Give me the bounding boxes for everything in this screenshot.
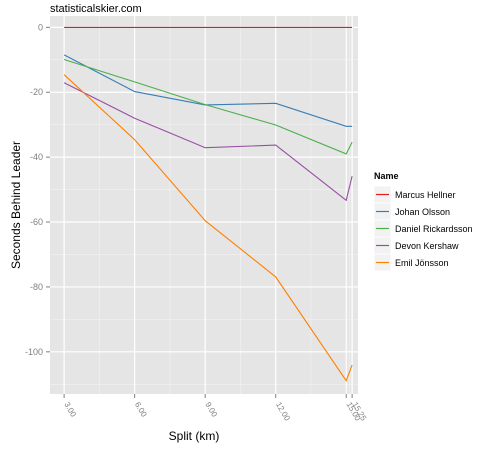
legend-label: Johan Olsson	[395, 207, 450, 217]
legend-label: Daniel Rickardsson	[395, 224, 473, 234]
x-tick-label: 12.00	[274, 401, 292, 423]
series-line	[63, 54, 353, 127]
watermark-text: statisticalskier.com	[50, 3, 142, 15]
series-lines	[63, 26, 353, 382]
series-line	[63, 74, 353, 382]
legend-title: Name	[374, 171, 399, 181]
legend-label: Marcus Hellner	[395, 190, 456, 200]
grid-minor	[50, 16, 358, 394]
x-axis-title: Split (km)	[169, 429, 220, 443]
series-line	[63, 82, 353, 202]
x-tick-label: 3.00	[62, 401, 78, 419]
y-tick-label: 0	[38, 22, 43, 32]
x-tick-label: 6.00	[133, 401, 149, 419]
legend-label: Emil Jönsson	[395, 258, 449, 268]
legend: Name Marcus Hellner Johan Olsson Daniel Ri…	[373, 171, 473, 272]
y-tick-label: -80	[30, 282, 43, 292]
y-tick-label: -100	[25, 347, 43, 357]
y-tick-label: -40	[30, 152, 43, 162]
y-tick-label: -20	[30, 87, 43, 97]
x-tick-label: 9.00	[203, 401, 219, 419]
y-tick-label: -60	[30, 217, 43, 227]
legend-label: Devon Kershaw	[395, 241, 459, 251]
y-axis-ticks: 0 -20 -40 -60 -80 -100	[25, 22, 50, 357]
y-axis-title: Seconds Behind Leader	[9, 141, 23, 269]
series-line	[63, 58, 353, 155]
plot-panel	[50, 16, 358, 394]
